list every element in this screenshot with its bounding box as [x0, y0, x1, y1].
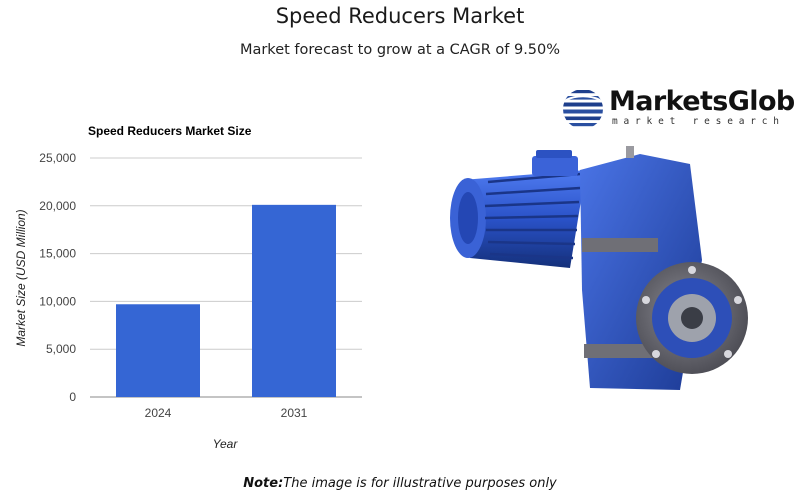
- illustrative-note: Note:The image is for illustrative purpo…: [0, 476, 800, 491]
- bar-2031: [252, 204, 336, 397]
- marketsglob-logo: MarketsGlob market research: [560, 86, 795, 132]
- y-axis-label: Market Size (USD Million): [14, 209, 28, 346]
- x-axis-ticks: 2024 2031: [145, 406, 308, 420]
- speed-reducer-gearbox-icon: [450, 146, 748, 390]
- x-tick-label: 2024: [145, 406, 172, 420]
- logo-name: MarketsGlob: [609, 86, 795, 117]
- chart-title: Speed Reducers Market Size: [88, 124, 252, 138]
- note-text: The image is for illustrative purposes o…: [283, 476, 557, 491]
- market-size-chart: Speed Reducers Market Size 0 5,000 10,000 1…: [14, 124, 362, 451]
- y-tick-label: 0: [69, 390, 76, 404]
- y-tick-label: 10,000: [39, 294, 76, 308]
- y-tick-label: 20,000: [39, 199, 76, 213]
- globe-logo-icon: [563, 90, 603, 127]
- y-tick-label: 5,000: [46, 342, 76, 356]
- x-tick-label: 2031: [281, 406, 308, 420]
- x-axis-label: Year: [213, 437, 239, 451]
- logo-tagline: market research: [612, 116, 785, 127]
- note-label: Note:: [243, 476, 284, 491]
- bar-2024: [116, 304, 200, 397]
- page-subtitle: Market forecast to grow at a CAGR of 9.5…: [239, 42, 561, 58]
- y-axis-ticks: 0 5,000 10,000 15,000 20,000 25,000: [39, 151, 76, 404]
- page-title: Speed Reducers Market: [275, 4, 525, 28]
- y-tick-label: 15,000: [39, 247, 76, 261]
- chart-bars: [116, 204, 336, 397]
- y-tick-label: 25,000: [39, 151, 76, 165]
